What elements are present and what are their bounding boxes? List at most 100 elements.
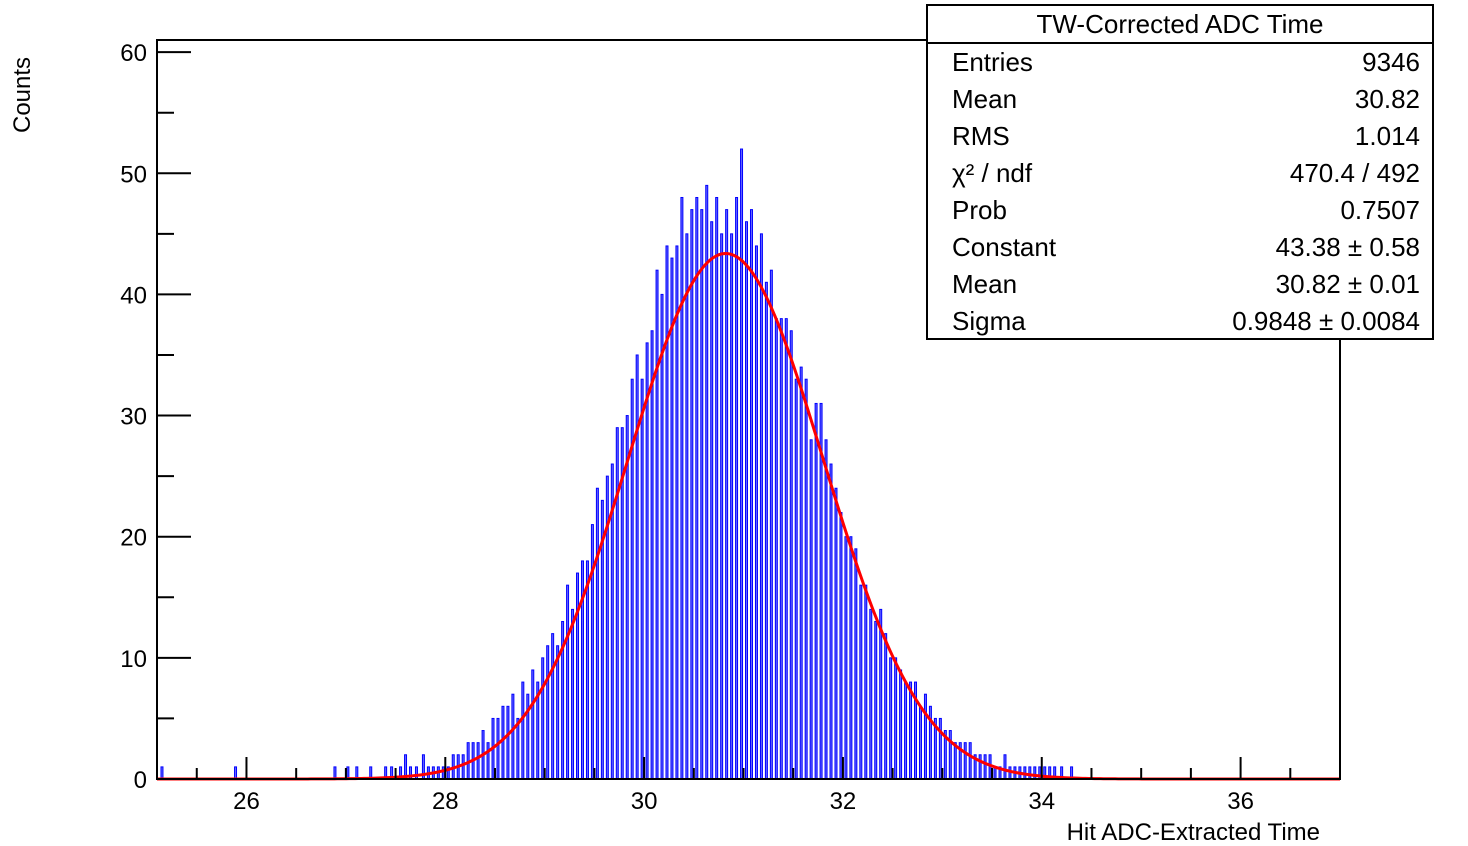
stats-row: Sigma 0.9848 ± 0.0084 xyxy=(928,303,1432,340)
histogram-bin xyxy=(789,330,793,780)
histogram-bin xyxy=(730,233,734,780)
histogram-bin xyxy=(879,608,883,780)
histogram-bin xyxy=(615,427,619,780)
histogram-bin xyxy=(819,402,823,780)
histogram-bin xyxy=(834,487,838,780)
stats-row: Mean 30.82 ± 0.01 xyxy=(928,266,1432,303)
stats-key: Mean xyxy=(952,269,1018,299)
histogram-bin xyxy=(864,584,868,780)
histogram-bin xyxy=(590,524,594,780)
stats-row: Constant 43.38 ± 0.58 xyxy=(928,229,1432,266)
histogram-bin xyxy=(660,293,664,780)
histogram-bin xyxy=(968,742,972,780)
x-tick-label: 36 xyxy=(1227,788,1254,815)
stats-value: 43.38 ± 0.58 xyxy=(1275,232,1420,262)
histogram-bin xyxy=(909,681,913,780)
histogram-bin xyxy=(918,705,922,780)
histogram-bin xyxy=(889,657,893,780)
histogram-bin xyxy=(894,657,898,780)
stats-key: Sigma xyxy=(952,306,1026,336)
stats-value: 470.4 / 492 xyxy=(1289,158,1420,188)
histogram-bin xyxy=(844,536,848,780)
histogram-bin xyxy=(705,184,709,780)
histogram-bin xyxy=(585,560,589,780)
histogram-bin xyxy=(346,766,350,780)
histogram-bin xyxy=(160,766,164,780)
histogram-bin xyxy=(690,209,694,780)
histogram-bin xyxy=(551,633,555,780)
stats-key: χ² / ndf xyxy=(952,158,1033,188)
x-tick-label: 34 xyxy=(1028,788,1055,815)
histogram-bin xyxy=(234,766,238,780)
stats-value: 0.9848 ± 0.0084 xyxy=(1232,306,1420,336)
histogram-bin xyxy=(685,233,689,780)
axis-ticks xyxy=(157,51,1341,780)
histogram-bin xyxy=(839,511,843,780)
histogram-bin xyxy=(804,378,808,780)
histogram-bin xyxy=(461,754,465,780)
histogram-bin xyxy=(531,669,535,780)
histogram-bin xyxy=(824,439,828,780)
histogram-bin xyxy=(1003,754,1007,780)
histogram-bin xyxy=(675,245,679,780)
y-tick-label: 20 xyxy=(120,525,147,552)
histogram-bin xyxy=(963,742,967,780)
x-tick-label: 28 xyxy=(432,788,459,815)
histogram-bin xyxy=(595,487,599,780)
stats-row: χ² / ndf 470.4 / 492 xyxy=(928,155,1432,192)
histogram-bin xyxy=(476,742,480,780)
histogram-bin xyxy=(650,330,654,780)
stats-value: 0.7507 xyxy=(1340,195,1420,225)
y-tick-label: 60 xyxy=(120,40,147,67)
histogram-bin xyxy=(829,463,833,780)
histogram-bin xyxy=(546,645,550,780)
stats-key: Constant xyxy=(952,232,1057,262)
histogram-bin xyxy=(794,378,798,780)
histogram-bin xyxy=(884,633,888,780)
stats-title: TW-Corrected ADC Time xyxy=(928,6,1432,44)
histogram-bin xyxy=(655,269,659,780)
histogram-bin xyxy=(541,657,545,780)
y-tick-label: 40 xyxy=(120,282,147,309)
stats-value: 30.82 xyxy=(1354,84,1420,114)
x-axis-title: Hit ADC-Extracted Time xyxy=(1067,819,1320,846)
histogram-bin xyxy=(749,209,753,780)
histogram-bin xyxy=(814,402,818,780)
histogram-bin xyxy=(725,209,729,780)
histogram-bin xyxy=(874,621,878,780)
histogram-bin xyxy=(983,754,987,780)
histogram-bin xyxy=(953,742,957,780)
histogram-bin xyxy=(849,536,853,780)
stats-row: RMS 1.014 xyxy=(928,118,1432,155)
histogram-bin xyxy=(779,318,783,780)
histogram-bin xyxy=(695,196,699,780)
histogram-bin xyxy=(1028,766,1032,780)
histogram-bin xyxy=(680,196,684,780)
histogram-bin xyxy=(486,742,490,780)
x-tick-label: 30 xyxy=(631,788,658,815)
histogram-bin xyxy=(769,269,773,780)
histogram-bin xyxy=(904,681,908,780)
histogram-bin xyxy=(441,766,445,780)
stats-row: Prob 0.7507 xyxy=(928,192,1432,229)
stats-key: RMS xyxy=(952,121,1010,151)
histogram-bin xyxy=(635,354,639,780)
y-axis-title: Counts xyxy=(9,57,36,133)
histogram-bin xyxy=(700,209,704,780)
histogram-bin xyxy=(506,705,510,780)
histogram-bin xyxy=(516,717,520,780)
histogram-bin xyxy=(526,693,530,780)
stats-value: 30.82 ± 0.01 xyxy=(1275,269,1420,299)
y-tick-label: 30 xyxy=(120,404,147,431)
histogram-bin xyxy=(799,366,803,780)
histogram-bin xyxy=(556,645,560,780)
histogram-bin xyxy=(759,233,763,780)
stats-value: 9346 xyxy=(1362,47,1420,77)
histogram-bin xyxy=(576,572,580,780)
stats-value: 1.014 xyxy=(1354,121,1420,151)
histogram-bin xyxy=(1008,766,1012,780)
histogram-bin xyxy=(511,693,515,780)
histogram-bin xyxy=(715,196,719,780)
stats-box: TW-Corrected ADC Time Entries 9346 Mean 30.… xyxy=(926,4,1434,340)
